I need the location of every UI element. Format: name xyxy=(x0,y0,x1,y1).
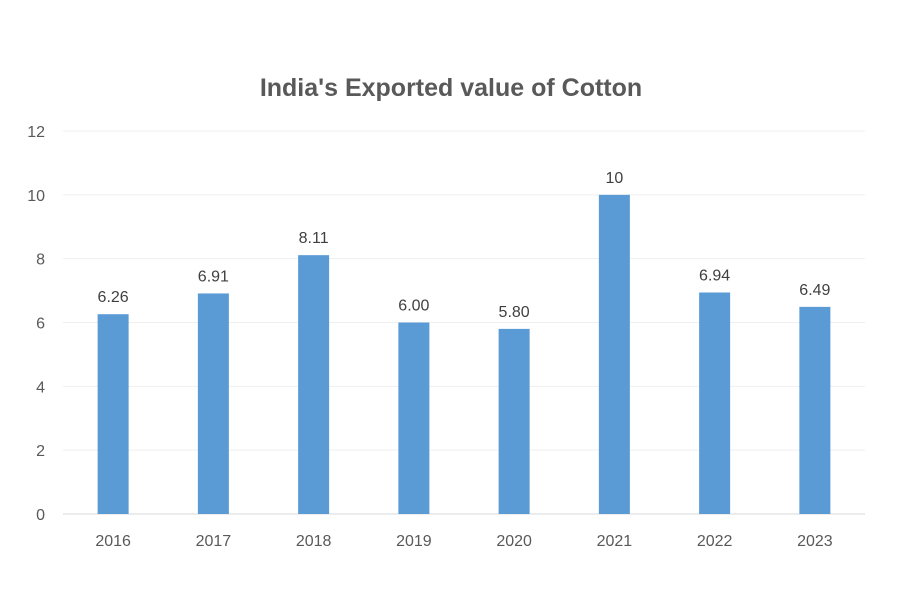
bar-2018 xyxy=(298,255,330,515)
y-tick-label: 12 xyxy=(27,124,45,141)
x-tick-label-2017: 2017 xyxy=(196,533,232,550)
bar-2019 xyxy=(398,322,430,514)
x-tick-label-2016: 2016 xyxy=(95,533,131,550)
gridlines xyxy=(63,130,865,515)
data-label-2023: 6.49 xyxy=(799,282,830,299)
data-label-2017: 6.91 xyxy=(198,268,229,285)
data-label-2020: 5.80 xyxy=(499,304,530,321)
data-label-2019: 6.00 xyxy=(398,298,429,315)
y-tick-label: 0 xyxy=(36,507,45,524)
bar-2021 xyxy=(598,194,630,515)
y-tick-label: 2 xyxy=(36,443,45,460)
y-tick-label: 6 xyxy=(36,316,45,333)
x-tick-label-2021: 2021 xyxy=(597,533,633,550)
x-tick-label-2018: 2018 xyxy=(296,533,332,550)
bar-2020 xyxy=(498,328,530,514)
data-label-2018: 8.11 xyxy=(299,230,329,247)
y-tick-label: 4 xyxy=(36,379,45,396)
x-tick-label-2023: 2023 xyxy=(797,533,833,550)
data-labels: 6.26 6.91 8.11 6.00 5.80 10 6.94 6.49 xyxy=(98,170,831,321)
bar-2016 xyxy=(97,314,129,514)
y-tick-label: 10 xyxy=(27,188,45,205)
x-tick-label-2020: 2020 xyxy=(496,533,532,550)
chart-title: India's Exported value of Cotton xyxy=(260,74,642,102)
y-axis: 0 2 4 6 8 10 12 xyxy=(27,124,45,524)
x-axis: 2016 2017 2018 2019 2020 2021 2022 2023 xyxy=(95,533,832,550)
data-label-2016: 6.26 xyxy=(98,289,129,306)
x-tick-label-2019: 2019 xyxy=(396,533,432,550)
bar-2023 xyxy=(799,306,831,514)
data-label-2021: 10 xyxy=(605,170,623,187)
x-tick-label-2022: 2022 xyxy=(697,533,733,550)
data-label-2022: 6.94 xyxy=(699,267,730,284)
bar-2022 xyxy=(699,292,731,514)
y-tick-label: 8 xyxy=(36,252,45,269)
bars xyxy=(97,194,831,515)
bar-2017 xyxy=(197,293,229,514)
